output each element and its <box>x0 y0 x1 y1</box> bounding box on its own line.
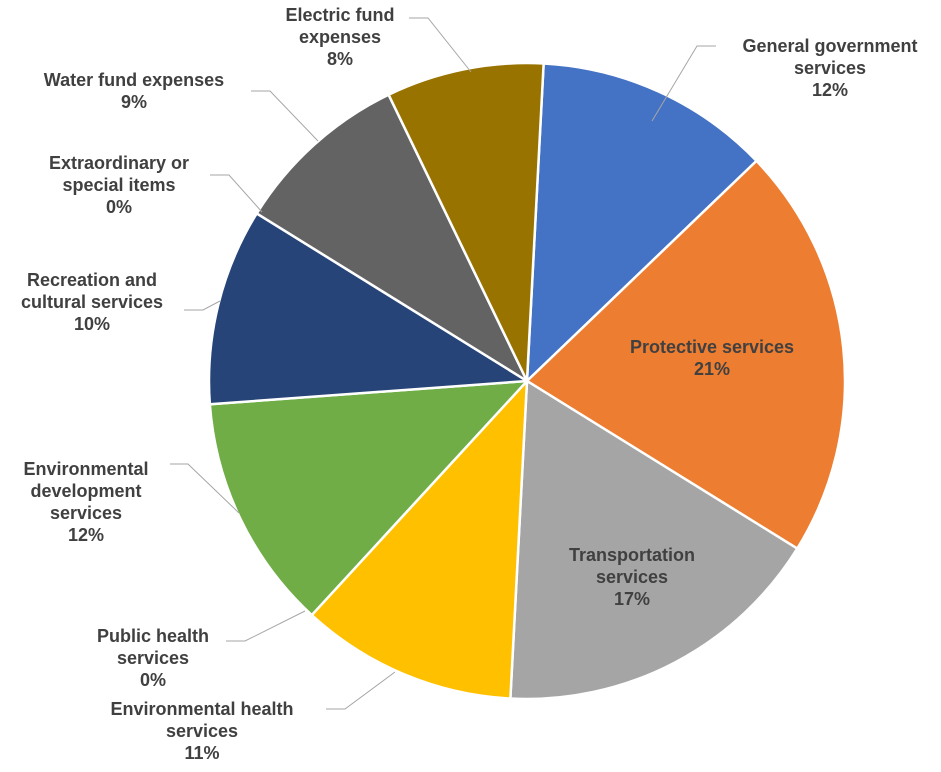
pie-slice-recreation-and-cultural-services <box>207 211 531 406</box>
leader-line <box>210 174 263 213</box>
data-label-category: cultural services <box>21 292 163 312</box>
data-label: Protective services 21% <box>630 337 794 379</box>
leader-line <box>409 17 472 73</box>
data-label-category: Public health <box>97 626 209 646</box>
leader-line <box>251 90 319 142</box>
leader-line <box>170 463 240 514</box>
pie-slice-general-government-services <box>525 62 759 385</box>
data-label-category: Water fund expenses <box>44 70 224 90</box>
pie-slice-electric-fund-expenses <box>386 61 545 382</box>
data-label: Environmental health services 11% <box>110 699 293 763</box>
data-label: Extraordinary or special items 0% <box>49 153 189 217</box>
data-label: Public health services 0% <box>97 626 209 690</box>
data-label: Electric fund expenses 8% <box>285 5 394 69</box>
data-label-category: expenses <box>299 27 381 47</box>
leader-line <box>326 671 396 710</box>
data-label: Environmental development services 12% <box>23 459 148 545</box>
data-label-category: development <box>30 481 141 501</box>
pie-slice-water-fund-expenses <box>255 93 530 385</box>
data-label: General government services 12% <box>742 36 917 100</box>
data-label-category: services <box>596 567 668 587</box>
data-label: Transportation services 17% <box>569 545 695 609</box>
data-label-percent: 11% <box>184 743 219 763</box>
data-label-percent: 10% <box>74 314 110 334</box>
data-label-category: Recreation and <box>27 270 157 290</box>
leader-line <box>184 300 221 311</box>
data-label-percent: 17% <box>614 589 650 609</box>
leader-line <box>226 610 306 642</box>
data-labels-layer: General government services 12%Protective … <box>21 5 918 763</box>
data-label-category: special items <box>62 175 175 195</box>
data-label-percent: 9% <box>121 92 147 112</box>
data-label-category: services <box>117 648 189 668</box>
slices-layer <box>207 61 847 701</box>
data-label-category: Transportation <box>569 545 695 565</box>
pie-slice-protective-services <box>524 159 847 551</box>
data-label-category: services <box>166 721 238 741</box>
data-label-category: Protective services <box>630 337 794 357</box>
data-label-category: services <box>50 503 122 523</box>
data-label-category: services <box>794 58 866 78</box>
data-label: Water fund expenses 9% <box>44 70 224 112</box>
data-label-category: Environmental <box>23 459 148 479</box>
data-label: Recreation and cultural services 10% <box>21 270 163 334</box>
leader-line <box>651 45 716 122</box>
pie-slice-transportation-services <box>509 378 799 701</box>
leader-lines-layer <box>170 17 716 710</box>
data-label-percent: 0% <box>106 197 132 217</box>
data-label-category: General government <box>742 36 917 56</box>
data-label-percent: 12% <box>812 80 848 100</box>
data-label-category: Environmental health <box>110 699 293 719</box>
data-label-category: Extraordinary or <box>49 153 189 173</box>
data-label-percent: 12% <box>68 525 104 545</box>
data-label-category: Electric fund <box>285 5 394 25</box>
pie-slice-environmental-development-services <box>208 379 531 617</box>
data-label-percent: 8% <box>327 49 353 69</box>
data-label-percent: 0% <box>140 670 166 690</box>
pie-slice-environmental-health-services <box>309 377 529 700</box>
data-label-percent: 21% <box>694 359 730 379</box>
